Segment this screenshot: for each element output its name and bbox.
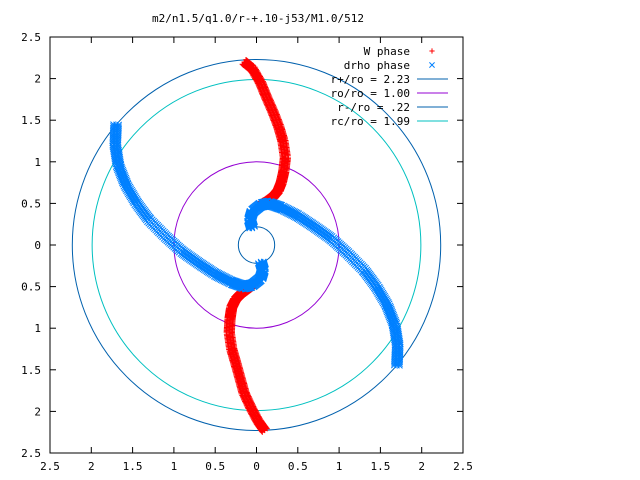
y-tick-label: 1.5 [21,114,41,127]
y-tick-label: 2 [34,73,41,86]
y-tick-label: 0.5 [21,197,41,210]
y-tick-label: 2 [34,405,41,418]
data-point [259,76,265,82]
y-tick-label: 1 [34,156,41,169]
chart-title: m2/n1.5/q1.0/r-+.10-j53/M1.0/512 [152,12,364,25]
y-tick-label: 0.5 [21,281,41,294]
data-point [252,223,258,230]
legend-label: r-/ro = .22 [337,101,410,114]
x-tick-label: 0.5 [288,460,308,473]
circle-series [173,161,340,329]
x-tick-label: 2 [418,460,425,473]
x-tick-label: 0.5 [205,460,225,473]
y-tick-label: 0 [34,239,41,252]
x-tick-label: 2 [88,460,95,473]
data-point [257,258,264,265]
circle-series [71,58,442,432]
x-tick-label: 2.5 [453,460,473,473]
legend-marker [429,48,435,54]
data-point [249,225,256,232]
x-tick-label: 1.5 [123,460,143,473]
y-tick-label: 2.5 [21,31,41,44]
legend-label: W phase [364,45,410,58]
x-tick-label: 1 [171,460,178,473]
legend-marker [429,62,435,68]
x-tick-label: 0 [253,460,260,473]
x-tick-label: 2.5 [40,460,60,473]
y-tick-label: 1.5 [21,364,41,377]
circle-series [237,226,276,264]
legend-label: rc/ro = 1.99 [331,115,410,128]
y-tick-label: 2.5 [21,447,41,460]
x-tick-label: 1 [336,460,343,473]
legend-label: r+/ro = 2.23 [331,73,410,86]
legend-label: ro/ro = 1.00 [331,87,410,100]
x-tick-label: 1.5 [370,460,390,473]
data-point [255,260,261,267]
circle-series [91,78,422,412]
y-tick-label: 1 [34,322,41,335]
legend-label: drho phase [344,59,410,72]
